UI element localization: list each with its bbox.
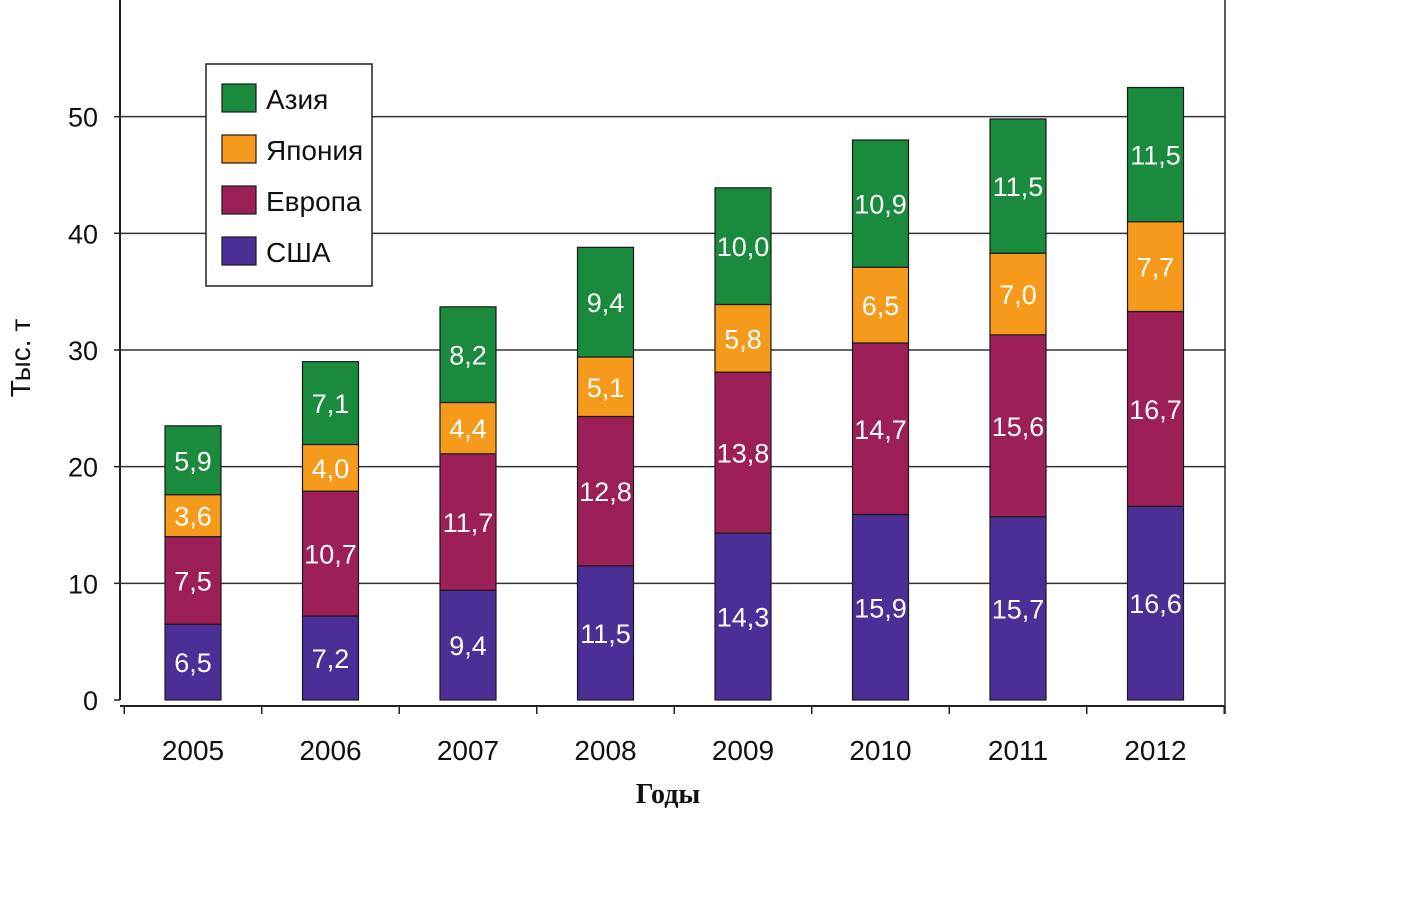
legend-label: Япония bbox=[266, 135, 363, 166]
legend-swatch bbox=[221, 185, 257, 215]
bars-layer: 6,5 7,5 3,6 5,9 7,2 10,7 4,0 7,1 9,4 11,7 4,4 8,2 11… bbox=[164, 86, 1185, 701]
bar-segment bbox=[1126, 505, 1185, 701]
bar-segment bbox=[164, 536, 222, 625]
bar-value-label: 10,0 bbox=[717, 232, 770, 262]
x-tick-label: 2010 bbox=[849, 735, 911, 766]
bar-segment bbox=[576, 356, 635, 418]
bar-value-label: 11,5 bbox=[580, 619, 631, 649]
bar-segment bbox=[164, 623, 222, 701]
bar-value-label: 12,8 bbox=[579, 477, 632, 507]
bar-segment bbox=[439, 589, 497, 701]
bar-segment bbox=[851, 342, 910, 516]
x-tick-label: 2011 bbox=[988, 735, 1048, 766]
bar-segment bbox=[851, 266, 910, 344]
bar-segment bbox=[714, 371, 772, 534]
bar-segment bbox=[439, 453, 497, 591]
x-axis-label: Годы bbox=[636, 779, 701, 810]
bar-segment bbox=[301, 490, 360, 617]
bar-value-label: 5,9 bbox=[174, 446, 212, 476]
bar-value-label: 5,1 bbox=[587, 373, 625, 403]
bar-segment bbox=[576, 415, 635, 567]
y-tick-label: 10 bbox=[68, 569, 98, 599]
bar-segment bbox=[989, 516, 1047, 701]
bar-value-label: 16,6 bbox=[1129, 589, 1182, 619]
bar-value-label: 7,2 bbox=[312, 644, 350, 674]
bar-value-label: 16,7 bbox=[1129, 395, 1182, 425]
bar-value-label: 3,6 bbox=[174, 502, 212, 532]
bar-segment bbox=[439, 401, 497, 455]
legend: Азия Япония Европа США bbox=[205, 63, 373, 287]
bar-value-label: 14,3 bbox=[717, 603, 770, 633]
bar-value-label: 15,6 bbox=[992, 412, 1045, 442]
bar-value-label: 15,9 bbox=[854, 593, 907, 623]
bar-value-label: 13,8 bbox=[717, 439, 770, 469]
x-tick-label: 2012 bbox=[1124, 735, 1186, 766]
bar-value-label: 11,5 bbox=[993, 172, 1044, 202]
bar-segment bbox=[164, 425, 222, 496]
bar-value-label: 8,2 bbox=[449, 341, 487, 371]
legend-label: Европа bbox=[266, 186, 362, 217]
y-tick-label: 50 bbox=[68, 103, 98, 133]
y-axis-label: Тыс. т bbox=[5, 319, 36, 398]
bar-value-label: 4,0 bbox=[312, 454, 350, 484]
bar-value-label: 10,9 bbox=[854, 190, 907, 220]
bar-value-label: 9,4 bbox=[449, 631, 487, 661]
bar-segment bbox=[301, 615, 360, 701]
bar-segment bbox=[851, 139, 910, 268]
legend-swatch bbox=[221, 134, 257, 164]
bar-segment bbox=[714, 303, 772, 373]
bar-value-label: 7,5 bbox=[174, 566, 212, 596]
legend-label: США bbox=[266, 237, 331, 268]
bar-segment bbox=[1126, 86, 1185, 223]
bar-value-label: 5,8 bbox=[724, 324, 762, 354]
bar-segment bbox=[164, 494, 222, 538]
bar-value-label: 11,7 bbox=[443, 508, 494, 538]
bar-value-label: 7,1 bbox=[312, 389, 350, 419]
bar-segment bbox=[439, 306, 497, 404]
bar-value-label: 10,7 bbox=[304, 540, 357, 570]
bar-value-label: 7,0 bbox=[999, 280, 1037, 310]
bar-segment bbox=[989, 118, 1047, 254]
x-tick-label: 2009 bbox=[712, 735, 774, 766]
bar-segment bbox=[714, 187, 772, 306]
legend-label: Азия bbox=[266, 84, 328, 115]
axes-layer: 0 10 20 30 40 50 2005 2006 2007 2008 2009 2010 2011 2… bbox=[68, 0, 1226, 766]
bar-value-label: 4,4 bbox=[449, 414, 487, 444]
y-tick-label: 20 bbox=[68, 453, 98, 483]
y-tick-label: 40 bbox=[68, 219, 98, 249]
y-tick-label: 0 bbox=[83, 686, 98, 716]
bar-segment bbox=[576, 565, 635, 701]
bar-value-label: 6,5 bbox=[174, 648, 212, 678]
bar-value-label: 14,7 bbox=[854, 415, 907, 445]
legend-swatch bbox=[221, 236, 257, 266]
bar-segment bbox=[301, 361, 360, 446]
bar-segment bbox=[301, 443, 360, 492]
legend-swatch bbox=[221, 83, 257, 113]
x-tick-label: 2007 bbox=[437, 735, 499, 766]
bar-value-label: 9,4 bbox=[587, 288, 625, 318]
x-tick-label: 2006 bbox=[299, 735, 361, 766]
bar-value-label: 7,7 bbox=[1137, 253, 1175, 283]
y-tick-label: 30 bbox=[68, 336, 98, 366]
bar-segment bbox=[576, 246, 635, 358]
bar-value-label: 6,5 bbox=[862, 291, 900, 321]
bar-segment bbox=[1126, 221, 1185, 313]
bar-value-label: 11,5 bbox=[1130, 141, 1181, 171]
bar-value-label: 15,7 bbox=[992, 594, 1045, 624]
x-tick-label: 2008 bbox=[574, 735, 636, 766]
x-tick-label: 2005 bbox=[162, 735, 224, 766]
